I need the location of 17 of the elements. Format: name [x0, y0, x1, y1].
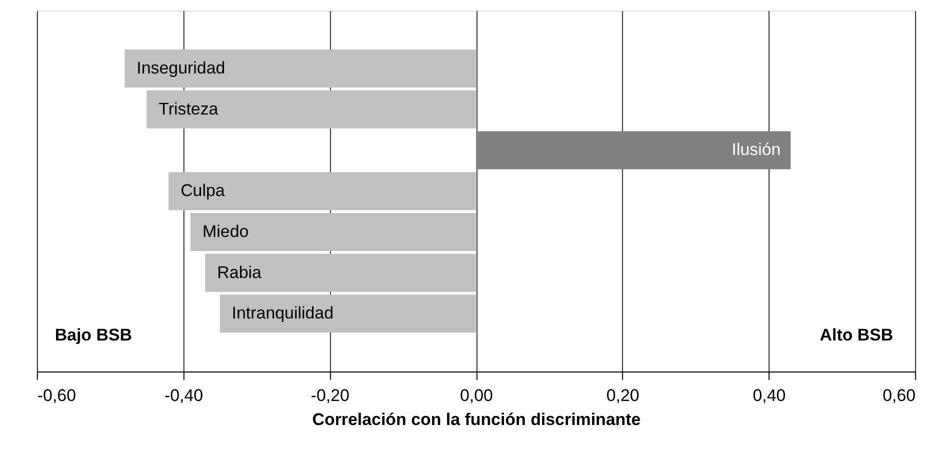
x-tick-label: -0,20	[310, 386, 350, 405]
y-tick-label: Inseguridad	[136, 58, 226, 78]
x-tick-label: 0,60	[882, 386, 916, 405]
y-tick-label: Culpa	[180, 181, 226, 200]
annotation: Bajo BSB	[54, 326, 132, 345]
x-tick-label: -0,60	[37, 386, 76, 405]
x-tick-label: 0,20	[606, 386, 640, 405]
y-tick-label: Miedo	[202, 222, 249, 241]
x-tick-label: -0,40	[164, 386, 204, 405]
annotation: Alto BSB	[820, 326, 894, 345]
x-axis-title: Correlación con la función discriminante	[312, 410, 641, 429]
x-tick-label: 0,00	[460, 386, 493, 405]
y-tick-label: Intranquilidad	[232, 304, 334, 323]
y-tick-label: Rabia	[217, 262, 262, 282]
y-tick-label: Ilusión	[732, 140, 781, 160]
x-tick-label: 0,40	[752, 386, 786, 405]
y-tick-label: Tristeza	[158, 99, 219, 118]
